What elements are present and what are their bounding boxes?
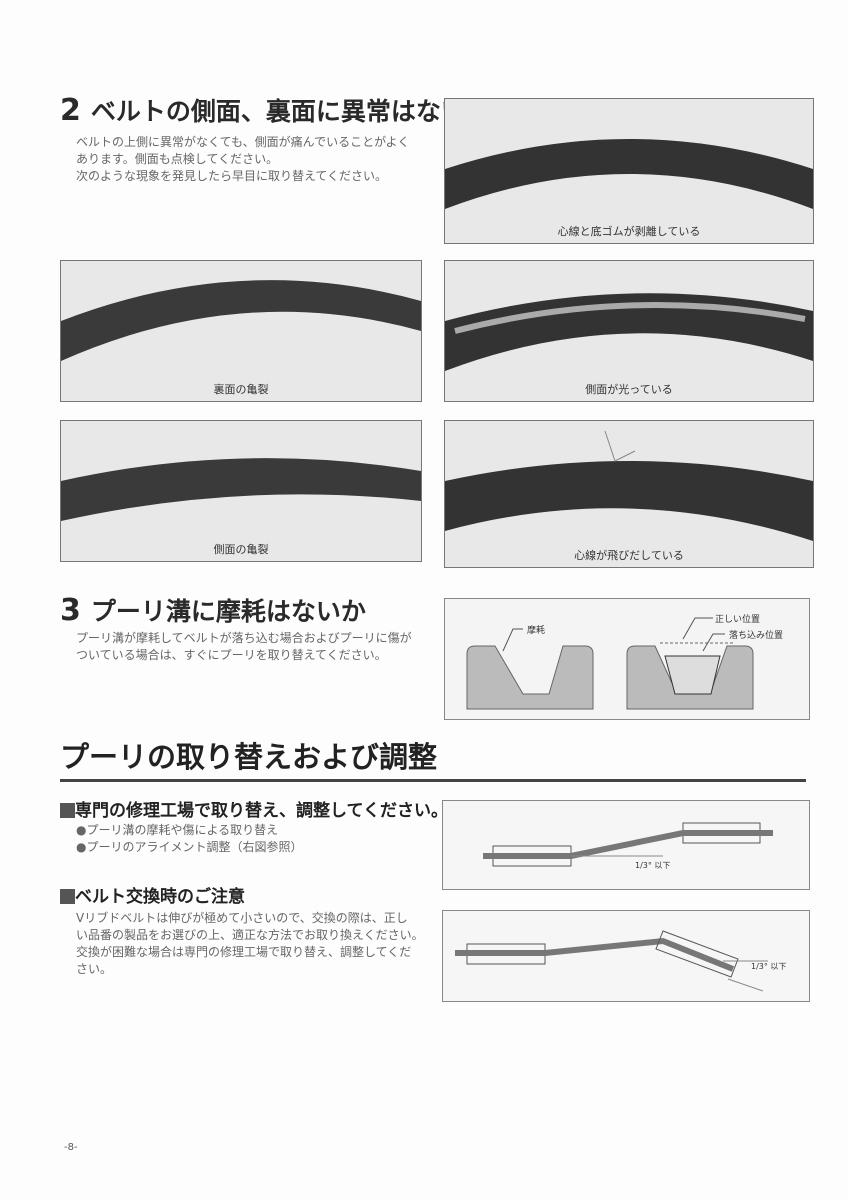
photo-caption: 心線と底ゴムが剥離している bbox=[557, 225, 701, 238]
main-heading: プーリの取り替えおよび調整 bbox=[60, 740, 438, 774]
text-line: ついている場合は、すぐにプーリを取り替えてください。 bbox=[76, 648, 387, 662]
subheading-replacement: ベルト交換時のご注意 bbox=[60, 882, 245, 907]
heading-rule bbox=[60, 779, 806, 782]
photo-back-crack: 裏面の亀裂 bbox=[60, 260, 422, 402]
subheading-repair: 専門の修理工場で取り替え、調整してください。 bbox=[60, 796, 448, 821]
photo-shiny-side: 側面が光っている bbox=[444, 260, 814, 402]
sunk-position-label: 落ち込み位置 bbox=[729, 631, 784, 641]
page-number: -8- bbox=[64, 1142, 78, 1153]
text-line: あります。側面も点検してください。 bbox=[76, 152, 279, 166]
photo-caption: 心線が飛びだしている bbox=[574, 549, 684, 562]
photo-caption: 裏面の亀裂 bbox=[213, 383, 269, 396]
photo-caption: 側面の亀裂 bbox=[213, 543, 269, 556]
subheading-text: ベルト交換時のご注意 bbox=[75, 887, 245, 907]
bullet-item: ●プーリ溝の摩耗や傷による取り替え bbox=[76, 823, 279, 837]
section-title: ベルトの側面、裏面に異常はないか bbox=[90, 97, 491, 126]
alignment-diagram-offset: 1/3° 以下 bbox=[442, 800, 810, 890]
square-bullet-icon bbox=[60, 803, 75, 818]
subheading-text: 専門の修理工場で取り替え、調整してください。 bbox=[75, 801, 448, 821]
section-number: 3 bbox=[60, 593, 81, 628]
pulley-groove-diagram: 摩耗 正しい位置 落ち込み位置 bbox=[444, 598, 810, 720]
replacement-text: Vリブドベルトは伸びが極めて小さいので、交換の際は、正し い品番の製品をお選びの… bbox=[76, 910, 424, 978]
photo-delamination: 心線と底ゴムが剥離している bbox=[444, 98, 814, 244]
repair-bullets: ●プーリ溝の摩耗や傷による取り替え ●プーリのアライメント調整（右図参照） bbox=[76, 822, 302, 856]
section-3-heading: 3 プーリ溝に摩耗はないか bbox=[60, 592, 366, 628]
section-title: プーリ溝に摩耗はないか bbox=[90, 597, 366, 626]
text-line: Vリブドベルトは伸びが極めて小さいので、交換の際は、正し bbox=[76, 911, 408, 925]
text-line: 交換が困難な場合は専門の修理工場で取り替え、調整してくだ bbox=[76, 945, 412, 959]
angle-label: 1/3° 以下 bbox=[751, 962, 787, 971]
photo-side-crack: 側面の亀裂 bbox=[60, 420, 422, 562]
text-line: プーリ溝が摩耗してベルトが落ち込む場合およびプーリに傷が bbox=[76, 631, 412, 645]
square-bullet-icon bbox=[60, 889, 75, 904]
alignment-diagram-angle: 1/3° 以下 bbox=[442, 910, 810, 1002]
bullet-item: ●プーリのアライメント調整（右図参照） bbox=[76, 840, 303, 854]
section-number: 2 bbox=[60, 93, 81, 128]
text-line: ベルトの上側に異常がなくても、側面が痛んでいることがよく bbox=[76, 135, 410, 149]
correct-position-label: 正しい位置 bbox=[715, 615, 761, 625]
text-line: 次のような現象を発見したら早目に取り替えてください。 bbox=[76, 169, 388, 183]
wear-label: 摩耗 bbox=[527, 626, 546, 636]
section-2-text: ベルトの上側に異常がなくても、側面が痛んでいることがよく あります。側面も点検し… bbox=[76, 134, 409, 185]
text-line: い品番の製品をお選びの上、適正な方法でお取り換えください。 bbox=[76, 928, 424, 942]
section-2-heading: 2 ベルトの側面、裏面に異常はないか bbox=[60, 92, 491, 128]
text-line: さい。 bbox=[76, 962, 113, 976]
photo-cord-protrusion: 心線が飛びだしている bbox=[444, 420, 814, 568]
section-3-text: プーリ溝が摩耗してベルトが落ち込む場合およびプーリに傷が ついている場合は、すぐ… bbox=[76, 630, 412, 664]
photo-caption: 側面が光っている bbox=[585, 383, 673, 396]
angle-label: 1/3° 以下 bbox=[635, 861, 671, 870]
